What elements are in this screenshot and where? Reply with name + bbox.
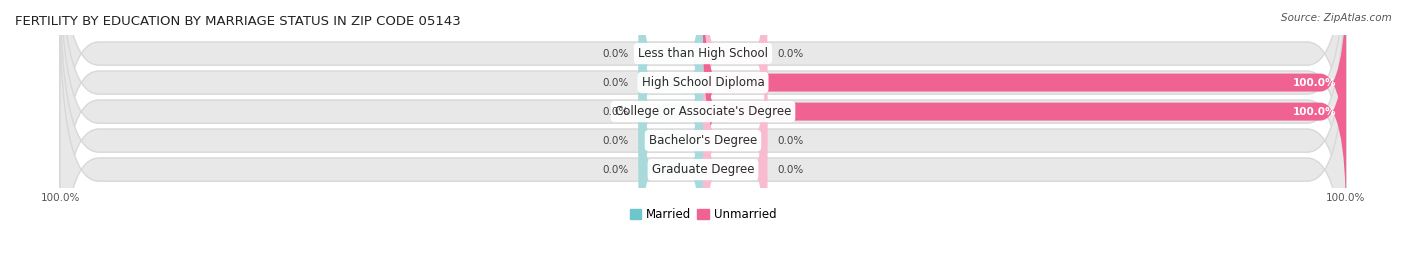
FancyBboxPatch shape (60, 0, 1346, 216)
FancyBboxPatch shape (638, 0, 703, 190)
Text: 100.0%: 100.0% (1294, 77, 1336, 88)
Text: Bachelor's Degree: Bachelor's Degree (650, 134, 756, 147)
Text: Graduate Degree: Graduate Degree (652, 163, 754, 176)
FancyBboxPatch shape (60, 0, 1346, 269)
FancyBboxPatch shape (703, 5, 1346, 219)
Text: FERTILITY BY EDUCATION BY MARRIAGE STATUS IN ZIP CODE 05143: FERTILITY BY EDUCATION BY MARRIAGE STATU… (15, 15, 461, 28)
FancyBboxPatch shape (638, 34, 703, 248)
Text: 100.0%: 100.0% (1294, 107, 1336, 116)
FancyBboxPatch shape (60, 0, 1346, 269)
FancyBboxPatch shape (703, 0, 1346, 190)
FancyBboxPatch shape (703, 34, 768, 248)
FancyBboxPatch shape (60, 7, 1346, 269)
FancyBboxPatch shape (638, 5, 703, 219)
FancyBboxPatch shape (703, 0, 768, 161)
FancyBboxPatch shape (638, 0, 703, 161)
Text: Source: ZipAtlas.com: Source: ZipAtlas.com (1281, 13, 1392, 23)
FancyBboxPatch shape (703, 63, 768, 269)
Text: 0.0%: 0.0% (778, 49, 803, 59)
FancyBboxPatch shape (638, 63, 703, 269)
Text: 0.0%: 0.0% (603, 136, 628, 146)
Legend: Married, Unmarried: Married, Unmarried (624, 203, 782, 226)
Text: 0.0%: 0.0% (778, 165, 803, 175)
Text: 0.0%: 0.0% (778, 136, 803, 146)
Text: College or Associate's Degree: College or Associate's Degree (614, 105, 792, 118)
Text: 0.0%: 0.0% (603, 49, 628, 59)
Text: 0.0%: 0.0% (603, 165, 628, 175)
Text: 0.0%: 0.0% (603, 77, 628, 88)
Text: High School Diploma: High School Diploma (641, 76, 765, 89)
FancyBboxPatch shape (60, 0, 1346, 245)
Text: Less than High School: Less than High School (638, 47, 768, 60)
Text: 0.0%: 0.0% (603, 107, 628, 116)
